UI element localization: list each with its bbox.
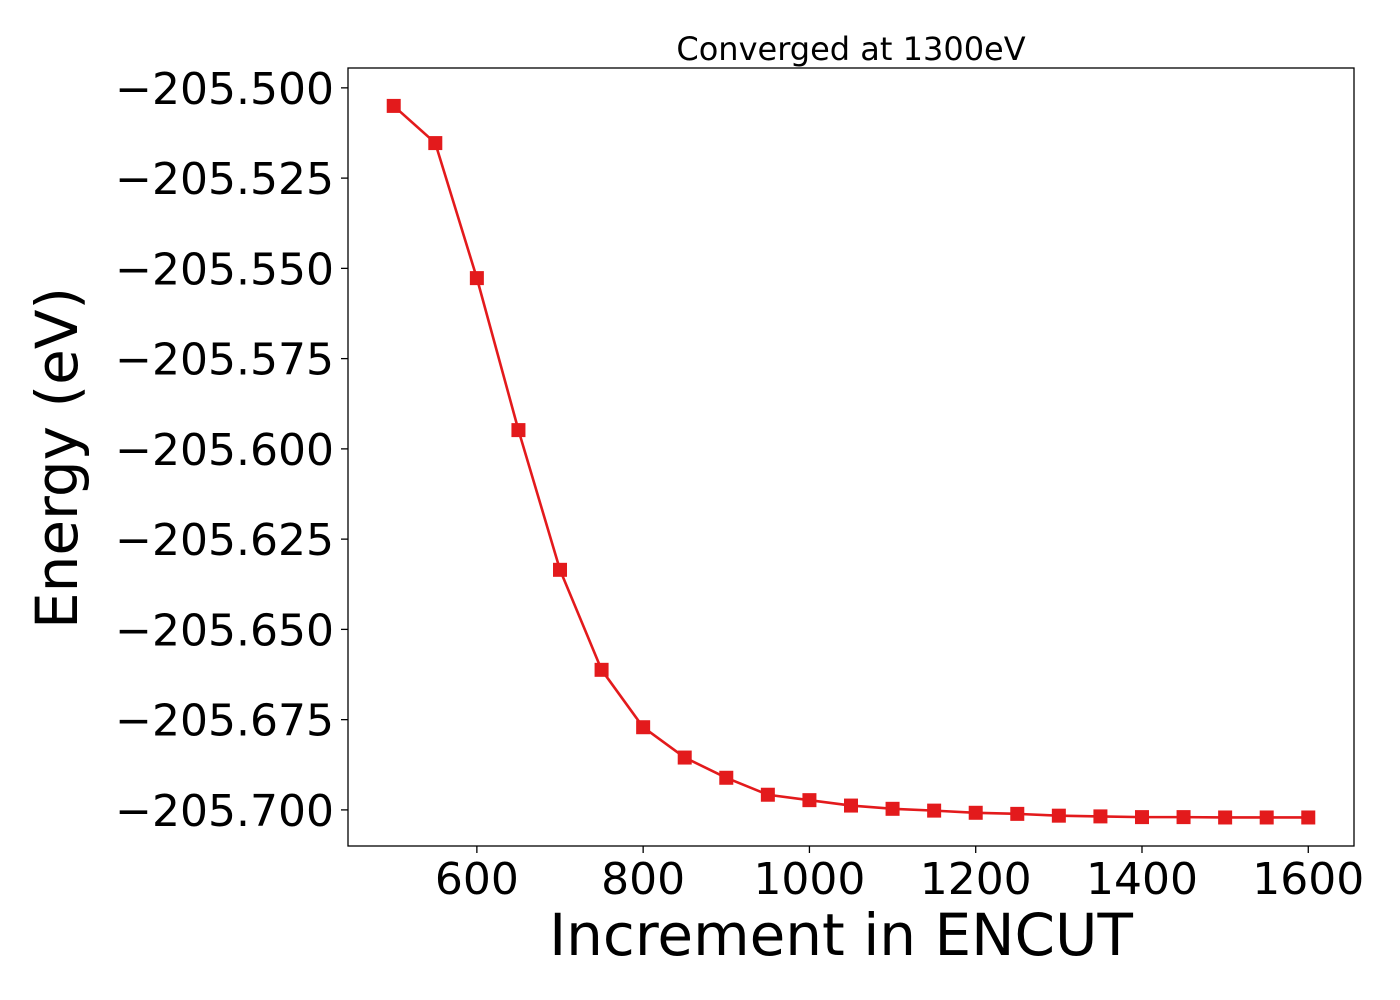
data-point-marker [719, 770, 734, 785]
data-point-marker [885, 801, 900, 816]
chart-title: Converged at 1300eV [676, 30, 1025, 68]
data-point-marker [968, 805, 983, 820]
data-point-marker [1051, 808, 1066, 823]
y-tick-label: −205.600 [115, 425, 334, 476]
data-point-marker [844, 798, 858, 813]
x-tick-label: 1000 [753, 854, 865, 905]
data-point-marker [511, 423, 526, 438]
x-tick-label: 600 [435, 854, 519, 905]
data-point-marker [802, 793, 817, 808]
y-tick-label: −205.700 [115, 786, 334, 837]
data-point-marker [1301, 810, 1316, 825]
y-axis-label: Energy (eV) [23, 287, 91, 629]
x-axis: 600 800 1000 1200 1400 1600 [435, 846, 1364, 905]
data-point-marker [1093, 809, 1108, 824]
data-point-marker [594, 662, 609, 677]
x-tick-label: 1400 [1086, 854, 1198, 905]
y-tick-label: −205.675 [115, 696, 334, 747]
y-tick-label: −205.500 [115, 64, 334, 115]
data-point-marker [1259, 810, 1274, 825]
x-tick-label: 1200 [920, 854, 1032, 905]
y-tick-label: −205.525 [115, 154, 334, 205]
data-point-marker [428, 136, 443, 151]
data-point-marker [1134, 810, 1149, 825]
data-point-marker [553, 562, 568, 577]
data-point-marker [1176, 810, 1191, 825]
plot-frame [347, 67, 1355, 847]
data-point-marker [386, 98, 401, 113]
data-point-marker [1010, 806, 1025, 821]
data-point-marker [760, 787, 775, 802]
data-point-marker [1218, 810, 1233, 825]
data-point-marker [927, 803, 942, 818]
y-tick-label: −205.625 [115, 515, 334, 566]
x-axis-label: Increment in ENCUT [549, 901, 1133, 969]
x-tick-label: 800 [601, 854, 685, 905]
data-point-marker [677, 750, 692, 765]
plot-area [386, 98, 1316, 825]
y-tick-label: −205.575 [115, 335, 334, 386]
y-tick-label: −205.550 [115, 244, 334, 295]
data-point-marker [636, 720, 651, 735]
series-line [392, 104, 1309, 819]
y-tick-label: −205.650 [115, 605, 334, 656]
y-axis: −205.500 −205.525 −205.550 −205.575 −205.600… [115, 64, 348, 837]
x-tick-label: 1600 [1252, 854, 1364, 905]
data-point-marker [469, 271, 484, 286]
